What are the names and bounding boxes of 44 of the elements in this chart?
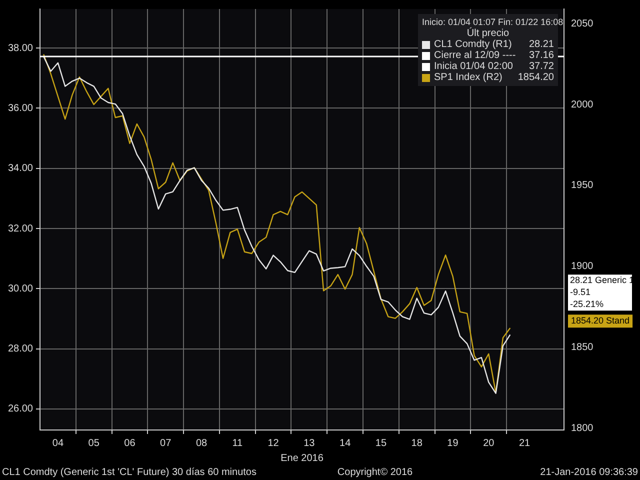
text: Copyright© 2016 bbox=[337, 466, 414, 478]
x-tick-label: 05 bbox=[88, 438, 100, 449]
x-tick-label: 19 bbox=[447, 438, 459, 449]
text: 21-Jan-2016 09:36:39 bbox=[540, 466, 638, 478]
annotation: 37.16 bbox=[528, 50, 554, 61]
y2-tick-label: 2000 bbox=[571, 99, 594, 110]
annotation: 1854.20 bbox=[518, 72, 554, 83]
legend-label: CL1 Comdty (R1) bbox=[434, 39, 513, 50]
x-tick-label: 13 bbox=[304, 438, 316, 449]
legend-label: SP1 Index (R2) bbox=[434, 72, 504, 83]
annotation: 37.72 bbox=[528, 61, 554, 72]
y-tick-label: 26.00 bbox=[8, 404, 34, 415]
y-tick-label: 36.00 bbox=[8, 102, 34, 114]
y2-tick-label: 1800 bbox=[571, 423, 594, 434]
text: -25.21% bbox=[570, 299, 604, 310]
annotation: Inicia 01/04 02:00 bbox=[434, 61, 514, 72]
y-tick-label: 38.00 bbox=[8, 42, 34, 54]
x-tick-label: 20 bbox=[483, 438, 495, 449]
y-tick-label: 30.00 bbox=[8, 283, 34, 294]
x-axis-title: Ene 2016 bbox=[280, 452, 324, 464]
y2-tick-label: 2050 bbox=[571, 18, 594, 30]
annotation: Cierre al 12/09 ---- bbox=[434, 50, 517, 61]
x-tick-label: 15 bbox=[375, 438, 387, 449]
text: CL1 Comdty (Generic 1st 'CL' Future) 30 días 60 minutos bbox=[2, 466, 256, 478]
y2-tick-label: 1900 bbox=[571, 261, 594, 272]
legend-title: Inicio: 01/04 01:07 Fin: 01/22 16:08 bbox=[422, 17, 564, 27]
x-tick-label: 04 bbox=[52, 438, 64, 449]
x-tick-label: 08 bbox=[196, 438, 208, 449]
x-tick-label: 06 bbox=[124, 438, 136, 449]
text: 1854.20 Stand bbox=[571, 316, 630, 326]
y-tick-label: 28.00 bbox=[8, 344, 34, 355]
y-tick-label: 34.00 bbox=[8, 163, 34, 174]
y2-tick-label: 1950 bbox=[571, 180, 594, 192]
x-tick-label: 12 bbox=[268, 438, 280, 449]
x-tick-label: 21 bbox=[518, 438, 531, 449]
annotation: 28.21 bbox=[528, 39, 554, 50]
y-tick-label: 32.00 bbox=[8, 223, 34, 234]
text: -9.51 bbox=[570, 287, 591, 298]
annotation: Últ precio bbox=[466, 28, 510, 39]
x-tick-label: 11 bbox=[232, 438, 244, 449]
x-tick-label: 18 bbox=[411, 438, 423, 449]
x-tick-label: 14 bbox=[340, 438, 352, 449]
x-tick-label: 07 bbox=[160, 438, 172, 449]
y2-tick-label: 1850 bbox=[571, 342, 594, 354]
